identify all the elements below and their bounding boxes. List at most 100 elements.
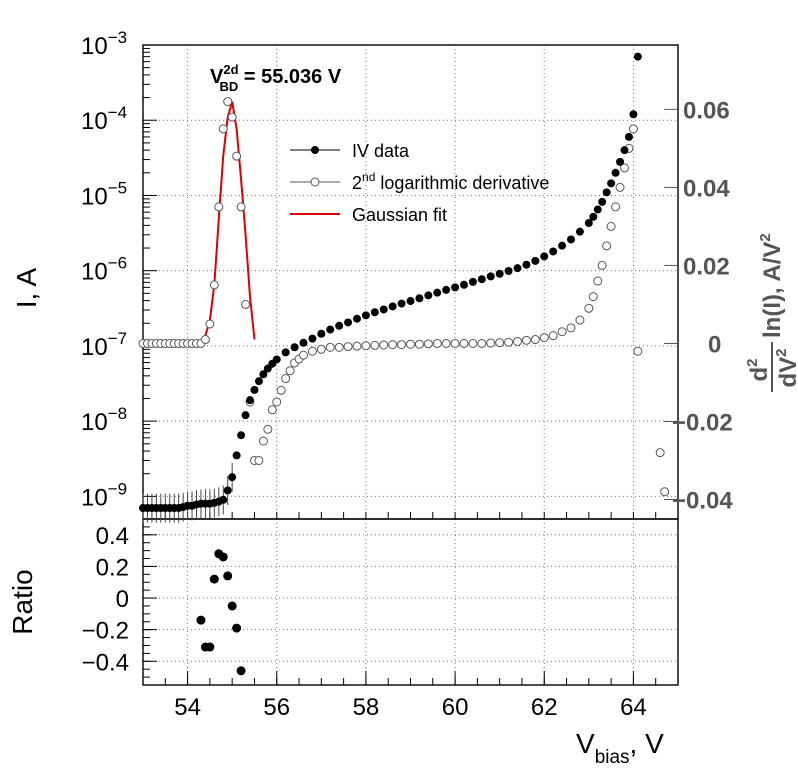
iv-point [219, 495, 228, 504]
iv-point [406, 297, 415, 306]
iv-point [460, 280, 468, 289]
iv-point [616, 157, 625, 166]
top-left-axis: 10−9 10−8 10−7 10−6 10−5 10−4 10−3 [81, 28, 157, 511]
derivative-point [575, 315, 585, 325]
derivative-point [588, 292, 598, 302]
derivative-point [334, 342, 344, 352]
y2-tick-label-5: 0.06 [683, 97, 730, 124]
iv-point [317, 329, 326, 338]
x-tick-label-60: 60 [442, 694, 469, 721]
iv-point [246, 396, 254, 405]
iv-point [477, 275, 486, 284]
iv-point [558, 241, 567, 250]
derivative-point [504, 337, 514, 347]
ratio-point [196, 615, 206, 625]
derivative-point [361, 341, 371, 351]
y2-tick-label-1: −0.02 [672, 409, 733, 436]
ratio-point [205, 642, 215, 652]
legend-label-iv: IV data [352, 141, 410, 161]
top-y-axis-title: I, A [11, 267, 42, 308]
iv-point [299, 338, 308, 347]
ratio-point [227, 601, 237, 611]
derivative-point [218, 124, 228, 134]
ratio-tick-label-2: 0 [116, 586, 129, 613]
derivative-point [325, 342, 335, 352]
derivative-point [414, 339, 424, 349]
derivative-point [441, 338, 451, 348]
derivative-point [513, 336, 522, 346]
iv-point [397, 299, 406, 308]
derivative-point [214, 202, 224, 212]
iv-point [602, 188, 611, 197]
iv-point [344, 318, 353, 327]
svg-text:dV2: dV2 [773, 348, 798, 387]
derivative-point [232, 151, 242, 161]
ratio-tick-label-4: 0.4 [96, 523, 129, 550]
derivative-point [468, 338, 478, 348]
derivative-point [205, 319, 215, 329]
top-right-axis: −0.04 −0.02 0 0.02 0.04 0.06 [664, 97, 733, 514]
derivative-point [263, 424, 273, 434]
legend-label-derivative: 2nd logarithmic derivative [352, 170, 549, 193]
iv-point [290, 343, 299, 352]
derivative-point [227, 112, 237, 122]
derivative-point [281, 374, 291, 384]
iv-point [281, 348, 290, 357]
derivative-point [620, 163, 629, 173]
iv-point [522, 260, 531, 269]
iv-point [223, 486, 232, 495]
iv-point [353, 314, 361, 323]
derivative-point [450, 338, 460, 348]
x-tick-label-56: 56 [263, 694, 290, 721]
x-tick-label-64: 64 [620, 694, 647, 721]
iv-point [308, 334, 317, 343]
iv-point [254, 377, 263, 386]
y-tick-label--3: 10−3 [81, 28, 127, 60]
y-tick-label--4: 10−4 [81, 103, 127, 135]
iv-point [504, 267, 513, 276]
iv-point [611, 168, 620, 177]
ratio-point [218, 552, 228, 562]
iv-point [607, 179, 616, 188]
derivative-point [530, 335, 540, 345]
derivative-point [267, 405, 277, 415]
iv-point [250, 385, 259, 394]
derivative-point [566, 323, 576, 333]
iv-point [326, 325, 335, 334]
x-axis-title: Vbias, V [576, 728, 664, 768]
svg-text:d2: d2 [744, 358, 773, 381]
iv-point [584, 219, 593, 228]
derivative-point [370, 340, 380, 350]
iv-point [540, 252, 549, 261]
legend-marker-iv [311, 146, 319, 154]
derivative-point [200, 335, 210, 345]
svg-text:ln(I), A/V2: ln(I), A/V2 [757, 233, 786, 338]
iv-point [589, 212, 598, 221]
iv-point [335, 321, 344, 330]
iv-point [575, 227, 584, 236]
bottom-axes: 54 56 58 60 62 64 −0.4 −0.2 0 0.2 0.4 [82, 512, 679, 721]
derivative-point [388, 340, 398, 350]
iv-series-layer [139, 52, 642, 523]
derivative-point [628, 124, 638, 134]
ratio-tick-label-1: −0.2 [82, 618, 129, 645]
ratio-series-layer [196, 549, 246, 676]
y-tick-label--5: 10−5 [81, 178, 127, 210]
derivative-point [406, 339, 415, 349]
legend-entry-iv: IV data [290, 141, 410, 161]
derivative-point [352, 341, 362, 351]
iv-point [549, 247, 558, 256]
bottom-y-axis-title: Ratio [7, 569, 38, 634]
legend-entry-fit: Gaussian fit [290, 205, 447, 225]
breakdown-annotation: V2d BD = 55.036 V [210, 62, 342, 94]
iv-point [232, 451, 241, 460]
ratio-point [232, 623, 242, 633]
derivative-point [633, 346, 643, 356]
derivative-point [521, 335, 531, 345]
legend: IV data 2nd logarithmic derivative Gauss… [290, 141, 549, 225]
iv-point [451, 283, 460, 292]
derivative-point [495, 338, 505, 348]
ratio-point [209, 574, 219, 584]
derivative-point [602, 241, 612, 251]
derivative-point [272, 397, 282, 407]
